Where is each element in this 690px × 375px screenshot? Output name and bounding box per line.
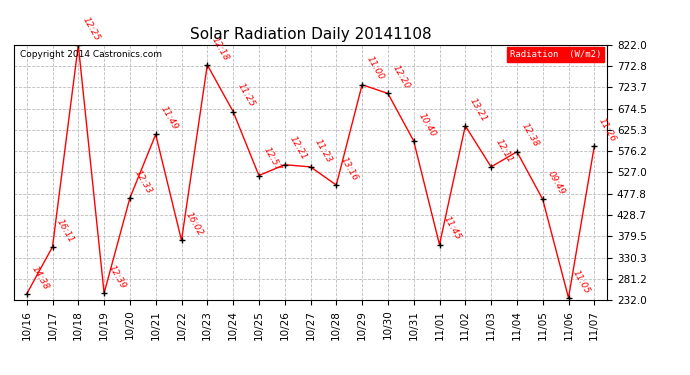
Text: 11:45: 11:45 — [442, 215, 463, 242]
Text: 12:39: 12:39 — [107, 263, 128, 290]
Text: 12:25: 12:25 — [81, 15, 102, 42]
Text: 13:21: 13:21 — [468, 96, 489, 123]
Text: 12:38: 12:38 — [520, 122, 540, 149]
Text: 09:49: 09:49 — [546, 170, 566, 196]
Text: Copyright 2014 Castronics.com: Copyright 2014 Castronics.com — [20, 50, 161, 59]
Text: 12:21: 12:21 — [288, 135, 308, 162]
Text: 11:05: 11:05 — [571, 268, 592, 295]
Text: 13:16: 13:16 — [339, 155, 360, 182]
Text: 11:23: 11:23 — [313, 137, 334, 164]
Text: 10:40: 10:40 — [417, 111, 437, 138]
Text: 11:49: 11:49 — [159, 105, 179, 132]
Text: 12:33: 12:33 — [132, 168, 153, 195]
Text: 11:26: 11:26 — [597, 116, 618, 143]
Text: 12:18: 12:18 — [210, 35, 231, 62]
Text: 11:25: 11:25 — [236, 82, 257, 109]
Title: Solar Radiation Daily 20141108: Solar Radiation Daily 20141108 — [190, 27, 431, 42]
Text: 14:38: 14:38 — [30, 264, 50, 291]
Text: Radiation  (W/m2): Radiation (W/m2) — [510, 50, 601, 59]
Text: 12:11: 12:11 — [494, 137, 515, 164]
Text: 16:02: 16:02 — [184, 210, 205, 238]
Text: 16:11: 16:11 — [55, 217, 76, 244]
Text: 11:00: 11:00 — [365, 55, 386, 82]
Text: 12:57: 12:57 — [262, 146, 282, 173]
Text: 12:20: 12:20 — [391, 64, 411, 91]
